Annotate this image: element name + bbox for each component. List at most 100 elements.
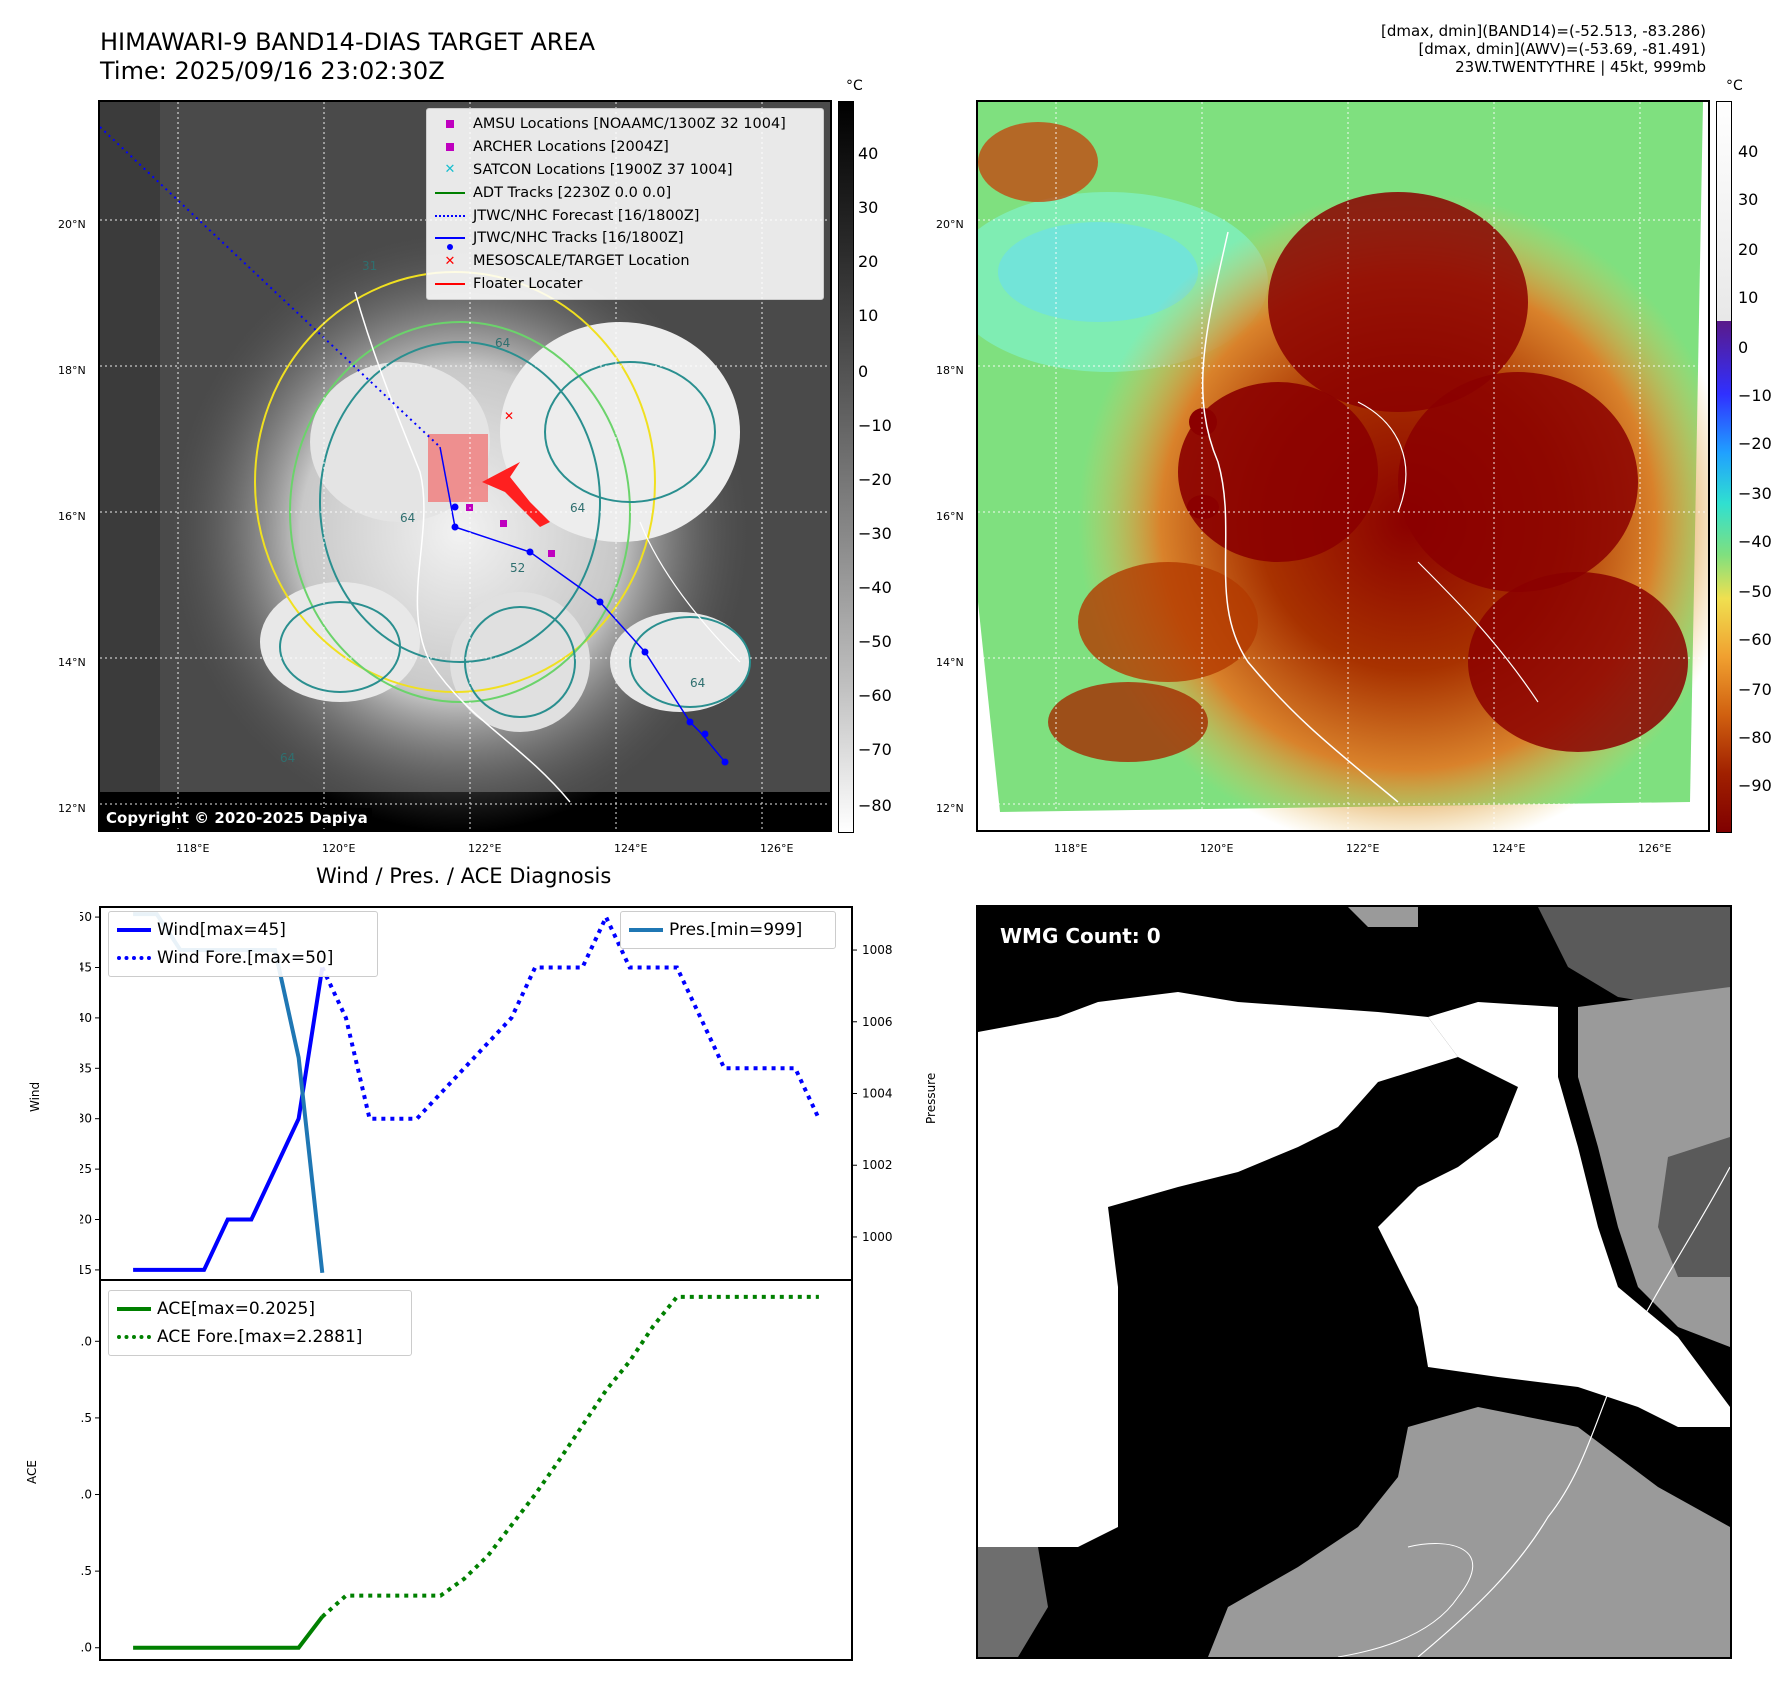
wind-ytick-label: 35: [80, 1061, 92, 1075]
legend-jtwc-tracks: JTWC/NHC Tracks [16/1800Z]: [433, 227, 817, 251]
legend-wind-forecast: Wind Fore.[max=50]: [117, 944, 369, 972]
info-line-2: [dmax, dmin](AWV)=(-53.69, -81.491): [1418, 40, 1706, 58]
contour-label: 64: [570, 501, 585, 515]
lat-tick-label: 18°N: [58, 364, 86, 377]
pressure-ytick-label: 1006: [862, 1015, 893, 1029]
chart-title: HIMAWARI-9 BAND14-DIAS TARGET AREA Time:…: [100, 28, 595, 86]
lon-tick-label: 124°E: [614, 842, 648, 855]
contour-label: 64: [495, 336, 510, 350]
line-marker-icon: [435, 191, 465, 194]
legend-satcon: ✕ SATCON Locations [1900Z 37 1004]: [433, 159, 817, 182]
contour-label: 52: [510, 561, 525, 575]
line-marker-icon: [117, 1307, 151, 1311]
map-legend: AMSU Locations [NOAAMC/1300Z 32 1004] AR…: [426, 108, 824, 300]
lat-tick-label: 16°N: [58, 510, 86, 523]
legend-wind: Wind[max=45]: [117, 916, 369, 944]
wind-series-line: [133, 967, 325, 1272]
contour-label: 64: [690, 676, 705, 690]
cbar-tick-label: 20: [1738, 240, 1759, 259]
wind-ytick-label: 50: [80, 910, 92, 924]
cbar-tick-label: −30: [1738, 484, 1772, 503]
cbar-tick-label: −60: [858, 686, 892, 705]
awv-map-image: [978, 102, 1708, 830]
cbar-tick-label: −90: [1738, 776, 1772, 795]
ace-series-line: [133, 1615, 324, 1650]
legend-jtwc-forecast: JTWC/NHC Forecast [16/1800Z]: [433, 204, 817, 227]
left-cbar-unit: °C: [846, 78, 863, 94]
cbar-tick-label: −80: [1738, 728, 1772, 747]
legend-adt: ADT Tracks [2230Z 0.0 0.0]: [433, 181, 817, 204]
lon-tick-label: 126°E: [1638, 842, 1672, 855]
diagnosis-title: Wind / Pres. / ACE Diagnosis: [316, 864, 612, 888]
wind-ytick-label: 30: [80, 1112, 92, 1126]
pressure-ytick-label: 1008: [862, 943, 893, 957]
contour-label: 64: [280, 751, 295, 765]
cbar-tick-label: 20: [858, 252, 879, 271]
lon-tick-label: 122°E: [1346, 842, 1380, 855]
wind-ytick-label: 20: [80, 1213, 92, 1227]
line-marker-icon: [435, 282, 465, 285]
cbar-tick-label: 40: [858, 144, 879, 163]
info-line-3: 23W.TWENTYTHRE | 45kt, 999mb: [1455, 58, 1706, 76]
cbar-tick-label: −70: [858, 740, 892, 759]
wind-ylabel: Wind: [28, 1081, 42, 1112]
awv-map-panel: [976, 100, 1710, 832]
square-marker-icon: [446, 143, 454, 152]
legend-pressure: Pres.[min=999]: [629, 916, 827, 944]
cbar-tick-label: −10: [858, 416, 892, 435]
copyright-label: Copyright © 2020-2025 Dapiya: [102, 808, 372, 828]
lon-tick-label: 118°E: [1054, 842, 1088, 855]
legend-target: ✕ MESOSCALE/TARGET Location: [433, 250, 817, 273]
cbar-tick-label: 40: [1738, 142, 1759, 161]
cbar-tick-label: −20: [858, 470, 892, 489]
lat-tick-label: 12°N: [58, 802, 86, 815]
pressure-ylabel: Pressure: [924, 1072, 938, 1124]
wind-legend: Wind[max=45] Wind Fore.[max=50]: [108, 911, 378, 977]
cbar-tick-label: 10: [1738, 288, 1759, 307]
cbar-tick-label: −30: [858, 524, 892, 543]
lon-tick-label: 120°E: [1200, 842, 1234, 855]
ace-ytick-label: 0.0: [80, 1641, 92, 1655]
legend-ace-forecast: ACE Fore.[max=2.2881]: [117, 1323, 403, 1351]
wind-ytick-label: 15: [80, 1263, 92, 1277]
x-marker-icon: ✕: [444, 253, 456, 269]
pressure-ytick-label: 1002: [862, 1158, 893, 1172]
cbar-tick-label: −80: [858, 796, 892, 815]
pressure-legend: Pres.[min=999]: [620, 911, 836, 949]
title-line-2: Time: 2025/09/16 23:02:30Z: [100, 57, 445, 85]
cbar-tick-label: 0: [1738, 338, 1749, 357]
cbar-tick-label: −60: [1738, 630, 1772, 649]
right-colorbar: [1716, 101, 1732, 833]
ace-ylabel: ACE: [25, 1460, 39, 1484]
wmg-image: [978, 907, 1730, 1657]
x-marker-icon: ✕: [444, 162, 456, 178]
cbar-tick-label: 0: [858, 362, 869, 381]
cbar-tick-label: 30: [858, 198, 879, 217]
ace-ytick-label: 1.5: [80, 1411, 92, 1425]
info-line-1: [dmax, dmin](BAND14)=(-52.513, -83.286): [1381, 22, 1706, 40]
line-marker-icon: [629, 928, 663, 932]
left-colorbar: [838, 101, 854, 833]
cbar-tick-label: −40: [858, 578, 892, 597]
ace-ytick-label: 2.0: [80, 1334, 92, 1348]
legend-amsu: AMSU Locations [NOAAMC/1300Z 32 1004]: [433, 113, 817, 136]
storm-info: [dmax, dmin](BAND14)=(-52.513, -83.286) …: [1381, 22, 1706, 76]
ace-legend: ACE[max=0.2025] ACE Fore.[max=2.2881]: [108, 1290, 412, 1356]
cbar-tick-label: −10: [1738, 386, 1772, 405]
line-dot-icon: [435, 237, 465, 240]
ace-ytick-label: 1.0: [80, 1488, 92, 1502]
lat-tick-label: 20°N: [936, 218, 964, 231]
contour-label: 31: [362, 259, 377, 273]
wmg-panel: [976, 905, 1732, 1659]
square-marker-icon: [446, 120, 454, 129]
line-marker-icon: [117, 928, 151, 932]
cbar-tick-label: 10: [858, 306, 879, 325]
lon-tick-label: 120°E: [322, 842, 356, 855]
dotted-line-icon: [435, 214, 465, 217]
target-x-icon: ✕: [504, 409, 514, 423]
contour-label: 64: [400, 511, 415, 525]
lat-tick-label: 16°N: [936, 510, 964, 523]
ace-plot-frame: [99, 1279, 853, 1661]
lon-tick-label: 126°E: [760, 842, 794, 855]
lon-tick-label: 118°E: [176, 842, 210, 855]
